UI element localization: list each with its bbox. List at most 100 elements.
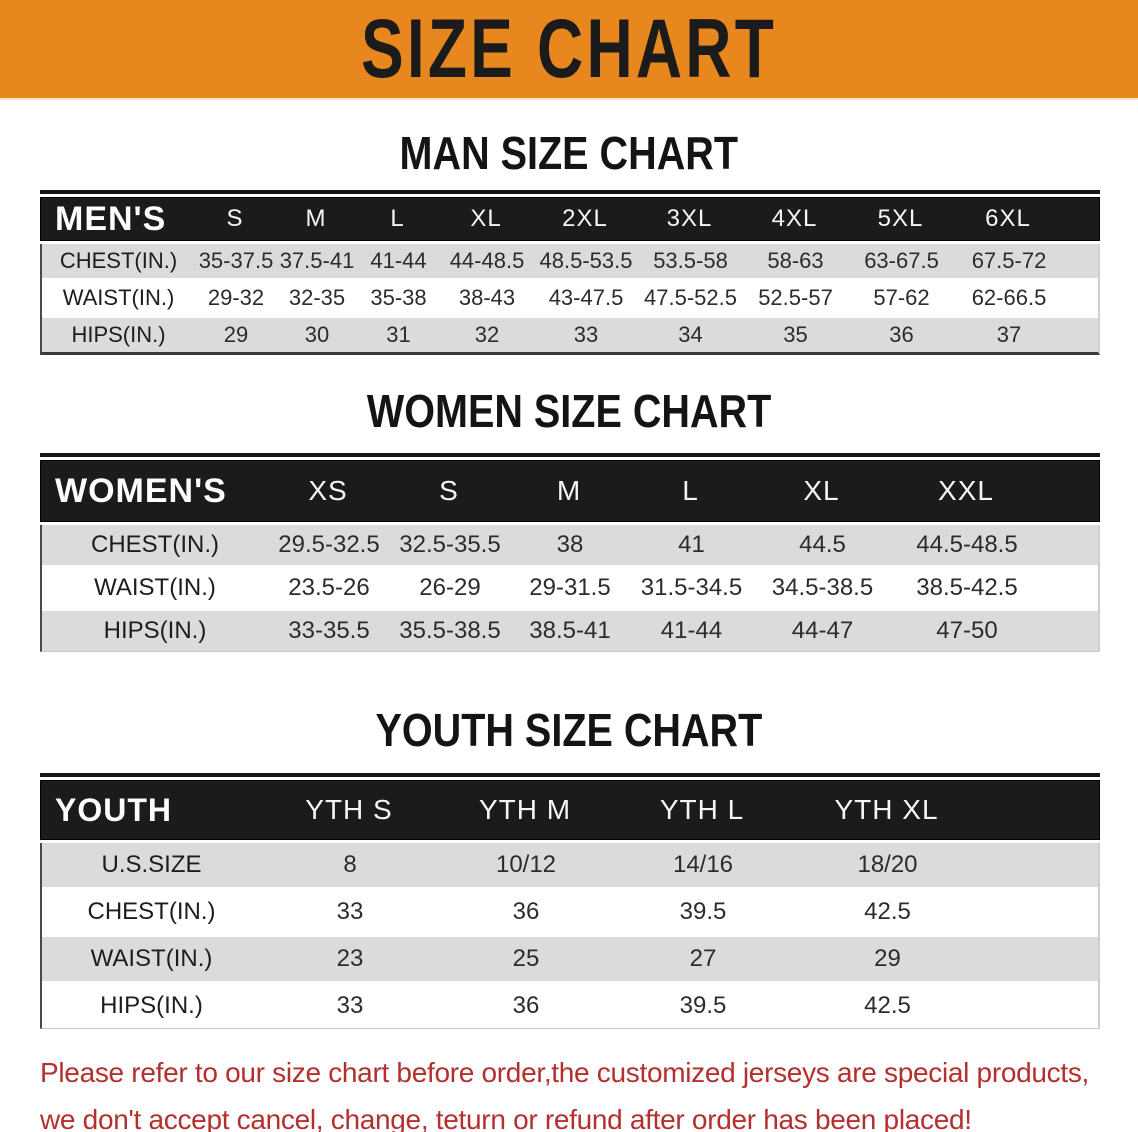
man-size-title: MAN SIZE CHART: [0, 128, 1138, 178]
disclaimer-line: we don't accept cancel, change, teturn o…: [40, 1104, 972, 1132]
size-cell: 34: [678, 322, 703, 347]
size-cell: 30: [304, 322, 330, 347]
size-cell: 38.5-42.5: [916, 574, 1018, 601]
womens-size-table: WOMEN'S XS S M L XL XXL CHEST(IN.) 29.5-32.5 32.…: [40, 453, 1100, 652]
table-header-label: MEN'S: [55, 199, 167, 238]
size-cell: 29-32: [207, 285, 265, 310]
size-cell: 44-48.5: [449, 248, 525, 273]
size-column-header: 4XL: [771, 205, 818, 232]
women-size-section: WOMEN SIZE CHART WOMEN'S XS S M L XL XXL CHEST…: [0, 386, 1138, 652]
table-row: WAIST(IN.) 23.5-26 26-29 29-31.5 31.5-34.5 34…: [42, 568, 1098, 608]
size-column-header: S: [226, 205, 244, 232]
table-header-row: YOUTH YTH S YTH M YTH L YTH XL: [40, 780, 1100, 840]
size-cell: 32-35: [288, 285, 346, 310]
row-label: U.S.SIZE: [101, 851, 202, 878]
disclaimer-line: Please refer to our size chart before or…: [40, 1057, 1090, 1088]
size-column-header: 3XL: [666, 205, 713, 232]
size-cell: 41-44: [370, 248, 427, 273]
table-row: HIPS(IN.) 33-35.5 35.5-38.5 38.5-41 41-44 44-…: [42, 611, 1098, 651]
size-cell: 23.5-26: [288, 574, 370, 601]
man-size-section: MAN SIZE CHART MEN'S S M L XL 2XL 3XL 4XL 5XL 6XL…: [0, 128, 1138, 355]
table-body: CHEST(IN.) 29.5-32.5 32.5-35.5 38 41 44.5 44.5…: [40, 525, 1100, 652]
size-cell: 36: [512, 898, 540, 925]
table-body: U.S.SIZE 8 10/12 14/16 18/20 CHEST(IN.) 33 36 39…: [40, 843, 1100, 1029]
size-cell: 29: [223, 322, 249, 347]
banner-title: SIZE CHART: [361, 2, 777, 95]
size-cell: 10/12: [495, 851, 557, 878]
table-row: WAIST(IN.) 23 25 27 29: [42, 937, 1098, 981]
row-label: HIPS(IN.): [71, 322, 166, 347]
table-row: CHEST(IN.) 35-37.5 37.5-41 41-44 44-48.5 48.5…: [42, 244, 1098, 278]
size-column-header: 6XL: [985, 205, 1031, 232]
mens-size-table: MEN'S S M L XL 2XL 3XL 4XL 5XL 6XL CHEST(IN.) 35-3…: [40, 190, 1100, 355]
size-cell: 62-66.5: [971, 285, 1047, 310]
youth-size-title-text: YOUTH SIZE CHART: [375, 704, 763, 756]
size-cell: 23: [336, 945, 364, 972]
table-header-label: WOMEN'S: [55, 471, 227, 510]
size-cell: 39.5: [679, 898, 727, 925]
man-size-title-text: MAN SIZE CHART: [399, 127, 739, 179]
size-column-header: 5XL: [877, 205, 924, 232]
size-cell: 43-47.5: [548, 285, 624, 310]
row-label: HIPS(IN.): [100, 992, 203, 1019]
table-row: WAIST(IN.) 29-32 32-35 35-38 38-43 43-47.5 47.…: [42, 281, 1098, 315]
youth-size-table: YOUTH YTH S YTH M YTH L YTH XL U.S.SIZE 8 10/1…: [40, 773, 1100, 1029]
size-cell: 36: [512, 992, 540, 1019]
size-column-header: 2XL: [562, 205, 608, 232]
women-size-title-text: WOMEN SIZE CHART: [366, 385, 772, 437]
size-cell: 36: [889, 322, 914, 347]
size-column-header: S: [439, 475, 459, 506]
size-cell: 35: [783, 322, 808, 347]
size-cell: 33: [573, 322, 599, 347]
size-cell: 44.5-48.5: [916, 531, 1018, 558]
size-column-header: XL: [803, 475, 840, 506]
size-cell: 35.5-38.5: [399, 617, 501, 644]
size-column-header: YTH S: [305, 794, 393, 825]
size-cell: 37.5-41: [279, 248, 355, 273]
size-cell: 34.5-38.5: [771, 574, 874, 601]
size-cell: 33: [336, 898, 364, 925]
size-cell: 31: [386, 322, 411, 347]
size-cell: 29.5-32.5: [278, 531, 380, 558]
size-cell: 8: [343, 851, 357, 878]
youth-size-title: YOUTH SIZE CHART: [0, 705, 1138, 755]
table-row: CHEST(IN.) 29.5-32.5 32.5-35.5 38 41 44.5 44.5…: [42, 525, 1098, 565]
size-cell: 47-50: [936, 617, 998, 644]
size-cell: 32: [474, 322, 500, 347]
row-label: CHEST(IN.): [59, 248, 178, 273]
banner: SIZE CHART: [0, 0, 1138, 100]
size-cell: 29-31.5: [529, 574, 611, 601]
size-cell: 42.5: [864, 992, 911, 1019]
women-size-title: WOMEN SIZE CHART: [0, 386, 1138, 436]
size-column-header: M: [305, 205, 327, 232]
size-cell: 67.5-72: [971, 248, 1047, 273]
size-cell: 29: [874, 945, 901, 972]
disclaimer: Please refer to our size chart before or…: [40, 1049, 1138, 1132]
size-column-header: XXL: [938, 475, 994, 506]
row-label: CHEST(IN.): [91, 531, 219, 558]
size-cell: 18/20: [857, 851, 918, 878]
row-label: WAIST(IN.): [94, 574, 216, 601]
size-column-header: XS: [308, 475, 348, 506]
youth-size-section: YOUTH SIZE CHART YOUTH YTH S YTH M YTH L YTH…: [0, 705, 1138, 1029]
table-row: HIPS(IN.) 33 36 39.5 42.5: [42, 984, 1098, 1028]
row-label: CHEST(IN.): [87, 898, 216, 925]
size-cell: 47.5-52.5: [644, 285, 737, 310]
table-row: CHEST(IN.) 33 36 39.5 42.5: [42, 890, 1098, 934]
size-column-header: XL: [470, 205, 502, 232]
size-cell: 14/16: [672, 851, 734, 878]
size-cell: 27: [689, 945, 717, 972]
size-cell: 32.5-35.5: [399, 531, 501, 558]
size-column-header: L: [682, 475, 699, 506]
size-cell: 33: [336, 992, 364, 1019]
table-top-border: [40, 190, 1100, 194]
table-header-row: MEN'S S M L XL 2XL 3XL 4XL 5XL 6XL: [40, 197, 1100, 241]
size-cell: 25: [512, 945, 540, 972]
size-column-header: YTH M: [478, 794, 572, 825]
size-cell: 41: [678, 531, 705, 558]
size-cell: 44.5: [799, 531, 846, 558]
size-cell: 41-44: [660, 617, 723, 644]
size-cell: 39.5: [679, 992, 727, 1019]
size-column-header: L: [390, 205, 405, 232]
size-cell: 53.5-58: [653, 248, 728, 273]
